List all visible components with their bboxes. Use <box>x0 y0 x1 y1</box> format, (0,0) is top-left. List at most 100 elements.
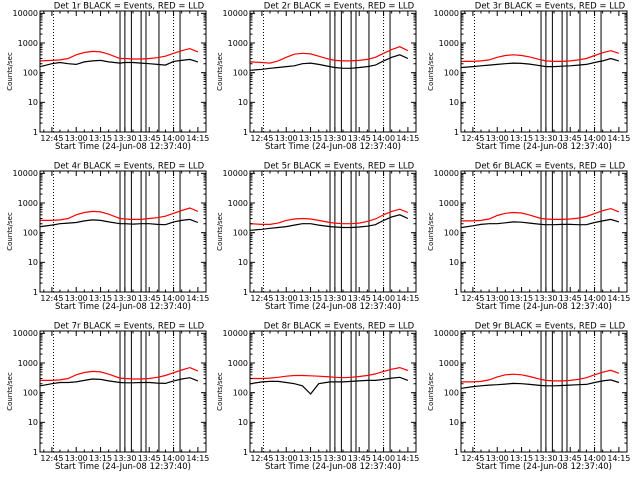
x-axis-label: Start Time (24-Jun-08 12:37:40) <box>55 302 191 312</box>
x-tick-label: 13:45 <box>348 134 371 143</box>
y-tick-label: 1000 <box>18 359 38 368</box>
y-tick-label: 100 <box>23 228 38 237</box>
events-series-line <box>250 54 409 71</box>
x-tick-label: 14:15 <box>607 454 630 463</box>
events-series-line <box>461 379 620 389</box>
detector-panel-1: Det 1r BLACK = Events, RED = LLD 1 10 100 10… <box>6 2 209 153</box>
y-tick-label: 10000 <box>223 9 248 18</box>
y-tick-label: 1 <box>33 128 38 137</box>
x-tick-label: 13:30 <box>323 294 346 303</box>
panel-title: Det 9r BLACK = Events, RED = LLD <box>475 322 626 332</box>
x-tick-label: 14:00 <box>162 134 185 143</box>
lld-series-line <box>40 47 199 62</box>
y-tick-label: 1 <box>33 448 38 457</box>
x-tick-label: 13:00 <box>65 134 88 143</box>
x-tick-label: 14:15 <box>186 134 209 143</box>
y-axis-label: Counts/sec <box>216 52 224 91</box>
x-tick-label: 13:30 <box>323 454 346 463</box>
y-axis-label: Counts/sec <box>427 212 435 251</box>
x-tick-label: 12:45 <box>461 454 484 463</box>
y-tick-label: 1000 <box>439 39 459 48</box>
x-tick-label: 13:45 <box>559 294 582 303</box>
panel-title: Det 2r BLACK = Events, RED = LLD <box>264 2 415 12</box>
x-tick-label: 13:00 <box>275 294 298 303</box>
x-tick-label: 13:45 <box>348 454 371 463</box>
y-axis-label: Counts/sec <box>6 52 14 91</box>
y-tick-label: 100 <box>233 228 248 237</box>
plot-frame <box>460 170 628 293</box>
y-tick-label: 10 <box>28 418 38 427</box>
x-tick-label: 14:00 <box>162 454 185 463</box>
panel-title: Det 3r BLACK = Events, RED = LLD <box>475 2 626 12</box>
x-tick-label: 13:45 <box>138 294 161 303</box>
y-tick-label: 1 <box>243 128 248 137</box>
x-tick-label: 14:15 <box>607 134 630 143</box>
y-tick-label: 1000 <box>439 359 459 368</box>
y-tick-label: 1 <box>454 128 459 137</box>
y-tick-label: 10000 <box>434 169 459 178</box>
x-axis-label: Start Time (24-Jun-08 12:37:40) <box>476 142 612 152</box>
y-tick-label: 1000 <box>18 199 38 208</box>
x-tick-label: 12:45 <box>461 134 484 143</box>
x-tick-label: 13:30 <box>113 294 136 303</box>
panel-title: Det 8r BLACK = Events, RED = LLD <box>264 322 415 332</box>
x-tick-label: 12:45 <box>461 294 484 303</box>
y-tick-label: 1 <box>33 288 38 297</box>
x-tick-label: 13:30 <box>113 134 136 143</box>
y-tick-label: 1000 <box>439 199 459 208</box>
x-tick-label: 13:15 <box>299 134 322 143</box>
panel-title: Det 4r BLACK = Events, RED = LLD <box>54 162 205 172</box>
x-axis-label: Start Time (24-Jun-08 12:37:40) <box>55 462 191 472</box>
x-tick-label: 13:30 <box>323 134 346 143</box>
y-tick-label: 10000 <box>223 329 248 338</box>
events-series-line <box>40 377 199 387</box>
y-tick-label: 100 <box>444 68 459 77</box>
events-series-line <box>250 376 409 395</box>
x-tick-label: 12:45 <box>40 134 63 143</box>
y-tick-label: 100 <box>233 388 248 397</box>
detector-panel-9: Det 9r BLACK = Events, RED = LLD 1 10 100 10… <box>427 322 630 473</box>
x-tick-label: 14:15 <box>396 134 419 143</box>
x-tick-label: 13:45 <box>348 294 371 303</box>
x-tick-label: 13:15 <box>89 294 112 303</box>
x-tick-label: 14:15 <box>396 294 419 303</box>
y-tick-label: 100 <box>23 388 38 397</box>
x-tick-label: 14:00 <box>583 294 606 303</box>
y-tick-label: 10 <box>449 98 459 107</box>
x-tick-label: 13:00 <box>65 454 88 463</box>
plot-frame <box>39 10 207 133</box>
plot-frame <box>249 330 417 453</box>
y-tick-label: 10000 <box>223 169 248 178</box>
lld-series-line <box>40 366 199 381</box>
y-tick-label: 10000 <box>13 9 38 18</box>
y-tick-label: 10 <box>28 98 38 107</box>
x-tick-label: 13:45 <box>559 454 582 463</box>
y-tick-label: 100 <box>444 228 459 237</box>
lld-series-line <box>250 46 409 64</box>
detector-panel-5: Det 5r BLACK = Events, RED = LLD 1 10 100 10… <box>216 162 419 313</box>
x-tick-label: 12:45 <box>250 134 273 143</box>
y-axis-label: Counts/sec <box>427 372 435 411</box>
lld-series-line <box>461 50 620 63</box>
x-tick-label: 13:30 <box>534 294 557 303</box>
y-tick-label: 1000 <box>228 39 248 48</box>
y-axis-label: Counts/sec <box>6 212 14 251</box>
x-tick-label: 14:00 <box>583 134 606 143</box>
y-tick-label: 10 <box>238 418 248 427</box>
panel-title: Det 5r BLACK = Events, RED = LLD <box>264 162 415 172</box>
plot-frame <box>39 330 207 453</box>
detector-panel-2: Det 2r BLACK = Events, RED = LLD 1 10 100 10… <box>216 2 419 153</box>
y-tick-label: 10000 <box>13 169 38 178</box>
x-tick-label: 14:15 <box>607 294 630 303</box>
panel-title: Det 6r BLACK = Events, RED = LLD <box>475 162 626 172</box>
lld-series-line <box>250 366 409 380</box>
x-axis-label: Start Time (24-Jun-08 12:37:40) <box>265 302 401 312</box>
detector-panel-6: Det 6r BLACK = Events, RED = LLD 1 10 100 10… <box>427 162 630 313</box>
x-tick-label: 13:00 <box>486 134 509 143</box>
x-tick-label: 13:15 <box>89 454 112 463</box>
x-tick-label: 12:45 <box>250 454 273 463</box>
x-tick-label: 13:45 <box>138 454 161 463</box>
x-tick-label: 13:15 <box>510 134 533 143</box>
y-tick-label: 10 <box>449 418 459 427</box>
x-tick-label: 12:45 <box>40 294 63 303</box>
